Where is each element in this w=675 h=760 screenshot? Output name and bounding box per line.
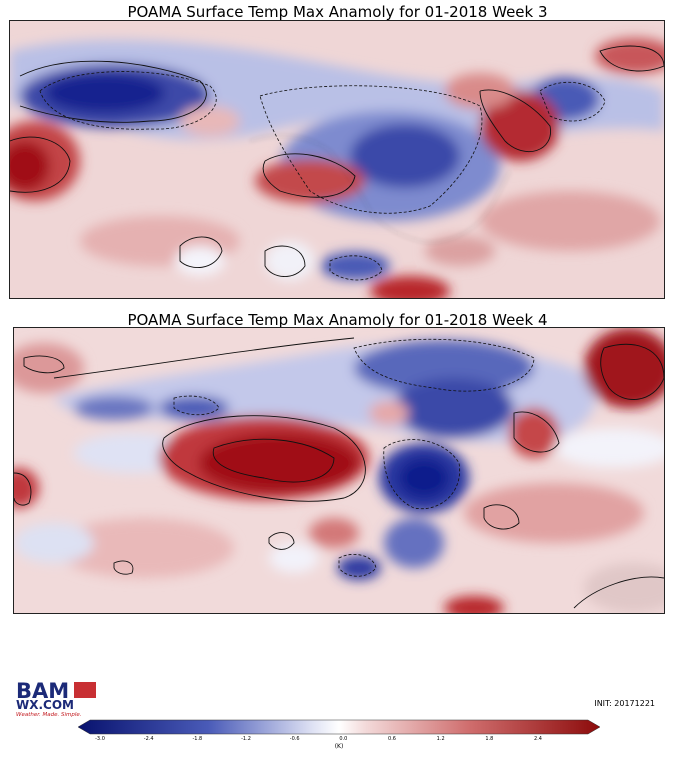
anomaly-map-week3 xyxy=(9,20,665,299)
map-title-week3: POAMA Surface Temp Max Anamoly for 01-20… xyxy=(127,3,548,21)
colorbar-unit: (K) xyxy=(334,743,344,750)
anomaly-map-week4 xyxy=(13,327,665,614)
logo-line2: WX.COM xyxy=(16,698,74,712)
colorbar-tick-label: 0.6 xyxy=(388,736,396,742)
colorbar-tick-label: 1.2 xyxy=(436,736,445,742)
colorbar-tick-label: -1.2 xyxy=(241,736,251,742)
colorbar-tick-label: -0.6 xyxy=(289,736,300,742)
logo-tagline: Weather. Made. Simple. xyxy=(16,712,82,718)
init-date: INIT: 20171221 xyxy=(594,699,655,708)
bamwx-logo: BAM WX.COM Weather. Made. Simple. xyxy=(14,678,104,718)
colorbar-tick-label: -1.8 xyxy=(192,736,203,742)
map-title-week4: POAMA Surface Temp Max Anamoly for 01-20… xyxy=(127,311,548,329)
colorbar-tick-label: 0.0 xyxy=(339,736,348,742)
colorbar-tick-label: 1.8 xyxy=(485,736,494,742)
colorbar-tick-label: -3.0 xyxy=(95,736,105,742)
colorbar-gradient xyxy=(77,719,601,735)
colorbar-tick-label: 2.4 xyxy=(534,736,542,742)
colorbar-tick-label: -2.4 xyxy=(143,736,154,742)
colorbar: -3.0 -2.4 -1.8 -1.2 -0.6 0.0 0.6 1.2 1.8 2.4 (K) xyxy=(77,718,601,758)
logo-line1: BAM xyxy=(16,679,69,703)
